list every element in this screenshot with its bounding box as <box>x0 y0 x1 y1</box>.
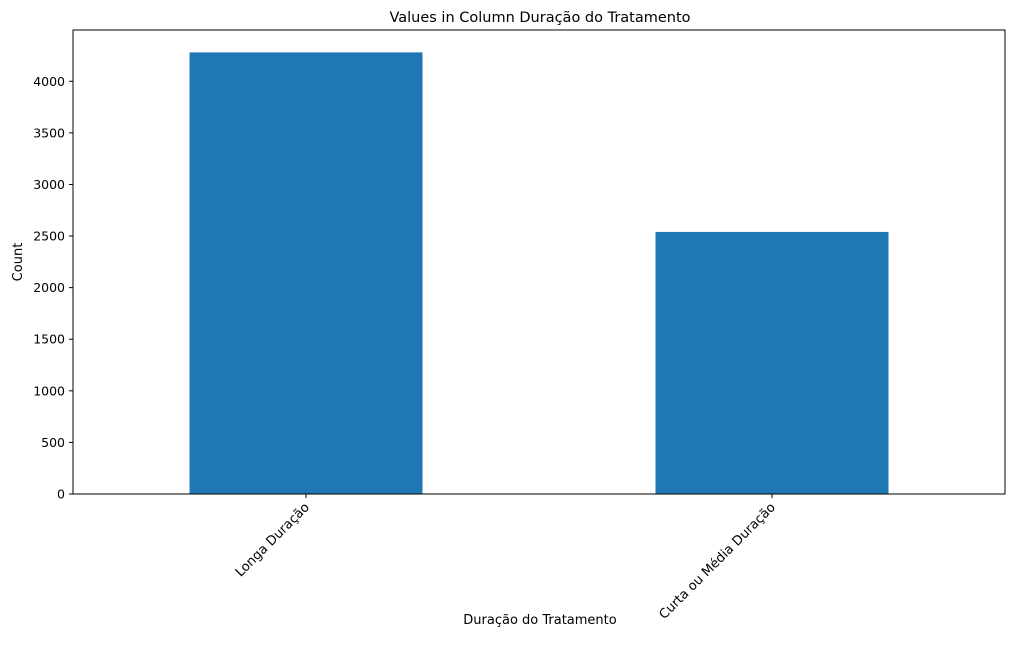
y-tick-label: 1000 <box>33 383 65 398</box>
x-axis-ticks: Longa Duração Curta ou Média Duração <box>233 494 779 623</box>
y-tick-label: 1500 <box>33 332 65 347</box>
x-tick-label: Longa Duração <box>233 500 313 580</box>
bar <box>655 231 889 494</box>
x-axis-label: Duração do Tratamento <box>463 613 617 628</box>
y-tick-label: 500 <box>41 435 65 450</box>
plot-frame <box>72 29 1006 495</box>
y-tick-label: 3000 <box>33 177 65 192</box>
bar <box>189 52 423 494</box>
y-axis-label: Count <box>11 243 26 282</box>
y-tick-label: 0 <box>57 487 65 502</box>
bars <box>189 52 889 494</box>
y-axis-ticks: 0 500 1000 1500 2000 2500 3000 3500 4000 <box>33 74 73 502</box>
y-tick-label: 4000 <box>33 74 65 89</box>
x-tick-label: Curta ou Média Duração <box>656 500 778 622</box>
y-tick-label: 2500 <box>33 229 65 244</box>
y-tick-label: 3500 <box>33 125 65 140</box>
y-tick-label: 2000 <box>33 280 65 295</box>
chart-title: Values in Column Duração do Tratamento <box>389 10 690 26</box>
